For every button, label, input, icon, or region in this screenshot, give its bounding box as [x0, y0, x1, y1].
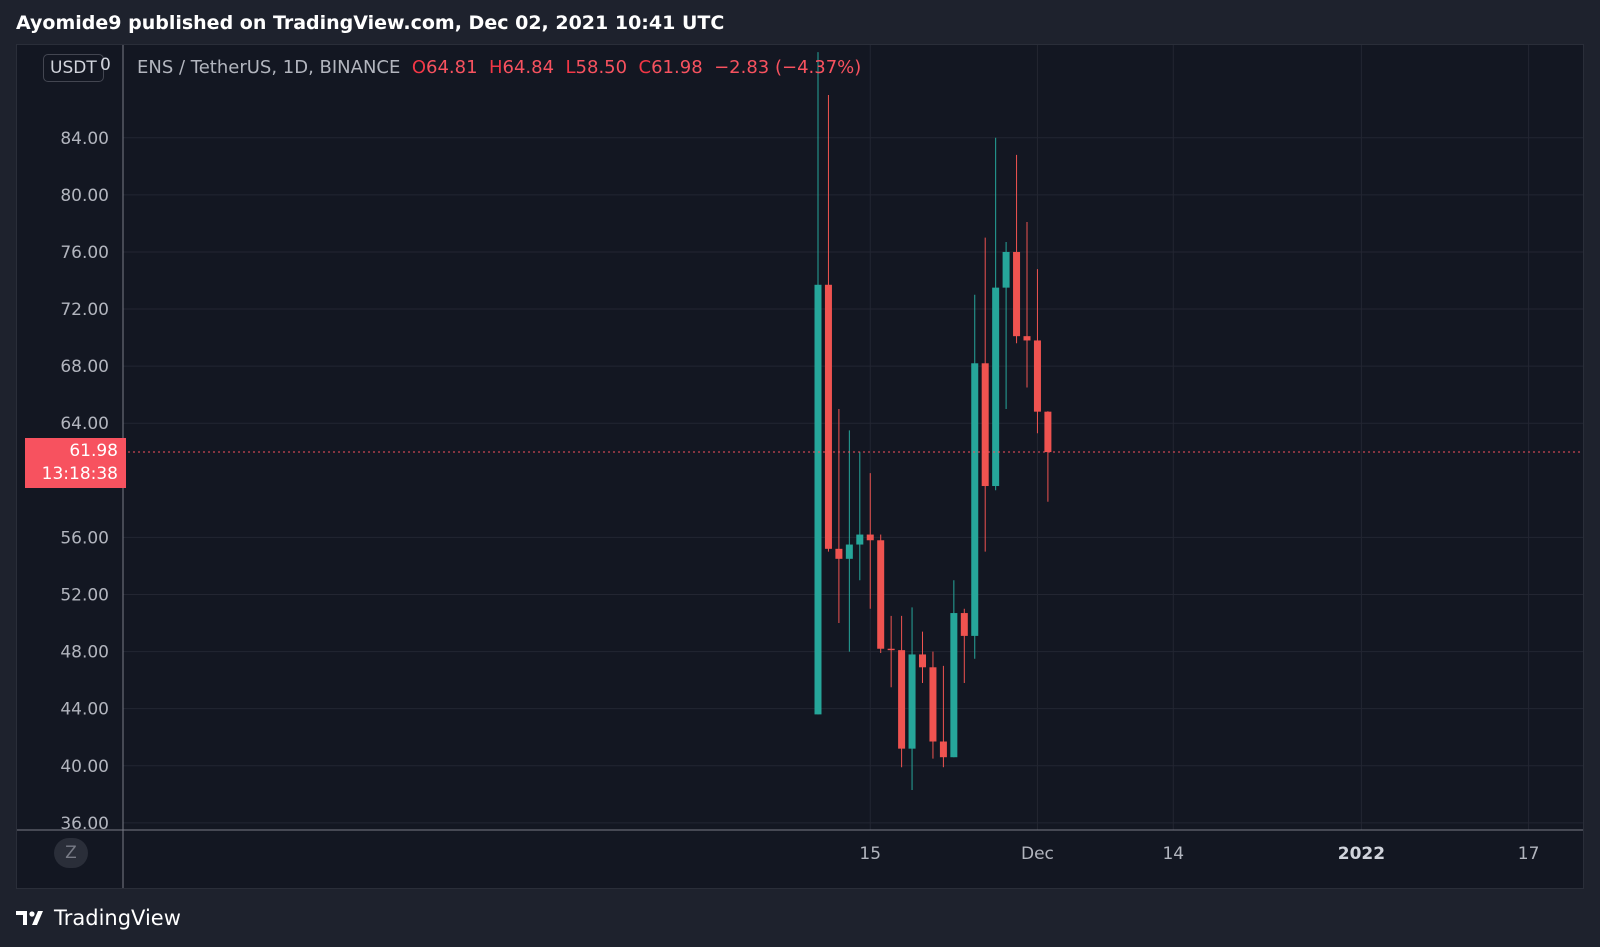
- y-tick-label: 48.00: [60, 643, 109, 663]
- currency-unit-suffix: 0: [100, 55, 111, 75]
- candle: [981, 237, 989, 552]
- y-tick-label: 52.00: [60, 586, 109, 606]
- change-value: −2.83 (−4.37%): [714, 57, 862, 78]
- close-value: 61.98: [651, 57, 703, 78]
- y-tick-label: 40.00: [60, 757, 109, 777]
- candle-body: [971, 363, 979, 636]
- zoom-reset-button[interactable]: Z: [54, 838, 88, 868]
- candle-body: [1044, 411, 1052, 453]
- candle-body: [824, 284, 832, 549]
- last-price-value: 61.98: [69, 441, 118, 461]
- y-tick-label: 84.00: [60, 129, 109, 149]
- low-value: 58.50: [575, 57, 628, 78]
- candle-body: [939, 741, 947, 758]
- publish-header: Ayomide9 published on TradingView.com, D…: [16, 12, 725, 34]
- candle-body: [919, 654, 926, 668]
- candle: [856, 451, 864, 581]
- candle: [971, 294, 979, 659]
- candle-body: [835, 548, 843, 559]
- last-price-tag: 61.98 13:18:38: [25, 438, 126, 488]
- candle: [845, 430, 853, 652]
- candle-body: [887, 648, 895, 651]
- candle-body: [960, 613, 968, 636]
- bar-countdown: 13:18:38: [41, 464, 118, 484]
- candles: [814, 52, 1052, 791]
- candle: [1023, 221, 1031, 388]
- candle-body: [898, 650, 906, 749]
- candle-body: [1013, 251, 1021, 337]
- candle: [898, 615, 906, 768]
- candle-body: [866, 534, 874, 541]
- y-tick-label: 68.00: [60, 357, 109, 377]
- candle-body: [929, 667, 937, 742]
- candle-body: [814, 284, 822, 715]
- candle-body: [877, 540, 885, 649]
- symbol-title[interactable]: ENS / TetherUS, 1D, BINANCE: [137, 57, 401, 78]
- candle: [908, 607, 916, 791]
- open-value: 64.81: [426, 57, 478, 78]
- candle-body: [1033, 340, 1041, 412]
- candle: [929, 651, 937, 759]
- y-axis-ticks: 84.00 80.00 76.00 72.00 68.00 64.00 56.00 52.00…: [60, 129, 109, 834]
- high-value: 64.84: [502, 57, 555, 78]
- y-tick-label: 56.00: [60, 528, 109, 548]
- candle: [1013, 154, 1021, 344]
- candle-body: [981, 363, 989, 487]
- candle: [950, 580, 958, 758]
- chart-panel[interactable]: 84.00 80.00 76.00 72.00 68.00 64.00 56.00 52.00…: [16, 44, 1584, 889]
- candle: [1033, 269, 1041, 434]
- x-tick-label: 14: [1162, 844, 1184, 864]
- high-label: H: [488, 57, 503, 78]
- candle-body: [1002, 251, 1010, 288]
- grid-lines: [123, 45, 1583, 830]
- x-tick-label: Dec: [1021, 844, 1054, 864]
- candle-body: [856, 534, 864, 545]
- candlestick-chart[interactable]: 84.00 80.00 76.00 72.00 68.00 64.00 56.00 52.00…: [17, 45, 1584, 889]
- candle: [919, 631, 926, 683]
- y-tick-label: 76.00: [60, 243, 109, 263]
- x-tick-label: 2022: [1338, 844, 1385, 864]
- brand-name[interactable]: TradingView: [54, 906, 181, 930]
- candle: [877, 534, 885, 654]
- y-tick-label: 72.00: [60, 300, 109, 320]
- candle: [1044, 411, 1052, 502]
- candle: [1002, 241, 1010, 409]
- y-tick-label: 80.00: [60, 186, 109, 206]
- axis-lines: [17, 45, 1583, 888]
- y-tick-label: 64.00: [60, 414, 109, 434]
- close-label: C: [638, 57, 652, 78]
- low-label: L: [565, 57, 576, 78]
- candle-body: [845, 544, 853, 559]
- open-label: O: [411, 57, 426, 78]
- candle-body: [950, 613, 958, 758]
- candle: [866, 473, 874, 609]
- x-tick-label: 17: [1518, 844, 1540, 864]
- candle: [939, 665, 947, 768]
- candle: [960, 608, 968, 683]
- y-tick-label: 44.00: [60, 700, 109, 720]
- x-tick-label: 15: [859, 844, 881, 864]
- x-axis-ticks: 15 Dec 14 2022 17: [859, 844, 1539, 864]
- footer-branding: TradingView: [16, 906, 181, 930]
- candle: [992, 137, 1000, 491]
- candle-body: [908, 654, 916, 749]
- candle: [814, 52, 822, 715]
- y-tick-label: 36.00: [60, 814, 109, 834]
- candle-body: [1023, 336, 1031, 341]
- candle: [835, 408, 843, 624]
- ohlc-legend: ENS / TetherUS, 1D, BINANCE O64.81 H64.8…: [137, 57, 861, 78]
- tradingview-logo-icon: [16, 911, 43, 925]
- candle: [824, 94, 832, 552]
- candle-body: [992, 287, 1000, 487]
- candle: [887, 615, 895, 688]
- currency-unit-badge[interactable]: USDT: [43, 54, 104, 82]
